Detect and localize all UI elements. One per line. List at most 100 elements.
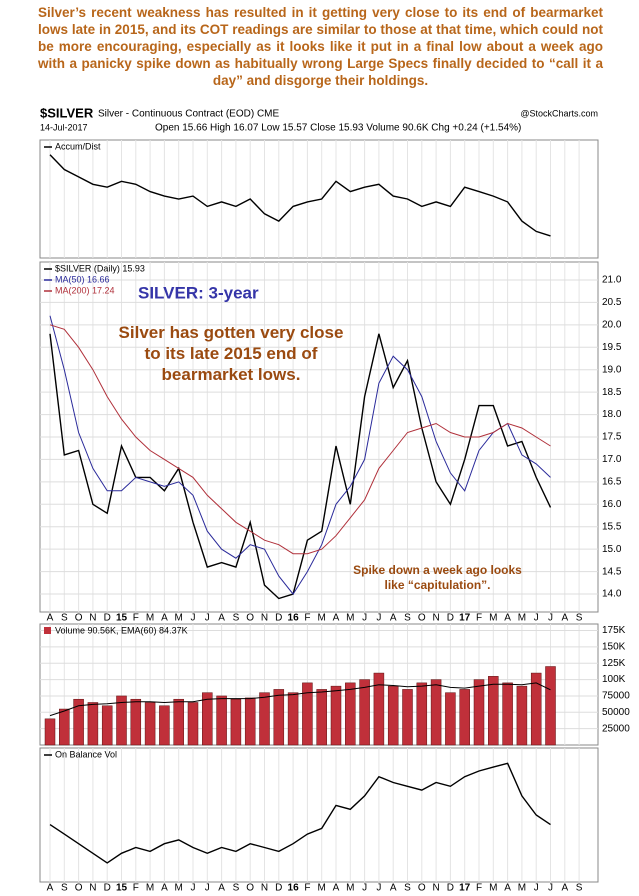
x-tick-label: A [333,883,340,894]
x-tick-label: O [418,883,426,894]
x-tick-label: O [75,883,83,894]
y-tick-label: 14.0 [602,589,622,600]
volume-bar [488,676,499,746]
volume-bar [144,702,156,746]
volume-bar [502,682,513,746]
x-tick-label: S [404,613,411,624]
y-tick-label: 17.5 [602,432,622,443]
y-tick-label: 17.0 [602,454,622,465]
x-tick-label: D [275,883,282,894]
x-tick-label: M [489,613,497,624]
quote: Open 15.66 High 16.07 Low 15.57 Close 15… [155,123,521,134]
annotation: Spike down a week ago looks like “capitu… [353,563,522,592]
series-line [49,762,551,864]
x-tick-label: J [534,883,539,894]
legend-swatch [44,627,51,634]
x-tick-label: S [233,613,240,624]
y-tick-label: 15.0 [602,544,622,555]
volume-bar [273,689,285,746]
x-tick-label: N [261,883,268,894]
x-tick-label: J [191,613,196,624]
panel-title: Accum/Dist [55,141,101,151]
x-tick-label: M [489,883,497,894]
y-tick-label: 19.5 [602,342,622,353]
x-tick-label: D [447,883,454,894]
x-tick-label: M [518,883,526,894]
volume-bar [530,672,542,746]
x-tick-label: O [75,613,83,624]
y-tick-label: 100K [602,674,626,685]
x-tick-label: A [218,883,225,894]
x-tick-label: A [161,883,168,894]
volume-bar [116,695,127,746]
volume-bar [87,702,99,746]
volume-bar [459,689,470,746]
x-tick-label: M [318,883,326,894]
x-tick-label: J [205,613,210,624]
volume-bar [516,685,528,746]
x-tick-label: A [333,613,340,624]
y-tick-label: 20.5 [602,297,622,308]
x-tick-label: N [432,883,439,894]
volume-bar [44,718,56,746]
y-tick-label: 125K [602,658,626,669]
x-tick-label: F [304,613,310,624]
x-tick-label: S [61,883,68,894]
y-tick-label: 18.5 [602,387,622,398]
volume-bar [473,679,485,746]
x-tick-label: N [432,613,439,624]
x-tick-label: J [548,613,553,624]
series-line [49,154,551,237]
x-tick-label: A [390,883,397,894]
legend-label: $SILVER (Daily) 15.93 [55,263,145,273]
x-tick-label: 17 [459,613,471,624]
legend-label: MA(50) 16.66 [55,274,110,284]
x-tick-label: O [246,613,254,624]
volume-bar [101,705,113,746]
symbol: $SILVER [40,105,94,120]
volume-bar [430,679,442,746]
volume-bar [216,695,227,746]
x-tick-label: J [548,883,553,894]
volume-bar [202,692,213,746]
x-tick-label: S [576,883,583,894]
y-tick-label: 75000 [602,691,630,702]
volume-bar [416,682,428,746]
x-tick-label: F [476,883,482,894]
volume-bar [173,698,184,746]
x-tick-label: J [362,883,367,894]
volume-bar [230,698,242,746]
x-tick-label: A [47,613,54,624]
x-tick-label: O [246,883,254,894]
x-tick-label: 15 [116,883,128,894]
volume-bar [59,708,70,746]
x-tick-label: M [318,613,326,624]
y-tick-label: 25000 [602,723,630,734]
x-tick-label: D [104,883,111,894]
x-tick-label: S [404,883,411,894]
volume-bar [402,689,413,746]
x-tick-label: J [376,613,381,624]
date: 14-Jul-2017 [40,122,88,132]
series-line [49,682,551,717]
volume-bar [345,682,356,746]
y-tick-label: 21.0 [602,275,622,286]
x-tick-label: A [504,883,511,894]
panel [39,747,599,883]
x-tick-label: F [133,883,139,894]
volume-bar [445,692,456,746]
x-tick-label: S [233,883,240,894]
panel-title: On Balance Vol [55,749,117,759]
volume-bar [287,692,299,746]
x-tick-label: O [418,613,426,624]
x-tick-label: J [376,883,381,894]
y-tick-label: 15.5 [602,521,622,532]
x-tick-label: N [261,613,268,624]
x-tick-label: D [447,613,454,624]
x-tick-label: M [146,883,154,894]
x-tick-label: J [191,883,196,894]
x-tick-label: J [205,883,210,894]
x-tick-label: S [576,613,583,624]
y-tick-label: 175K [602,625,626,636]
